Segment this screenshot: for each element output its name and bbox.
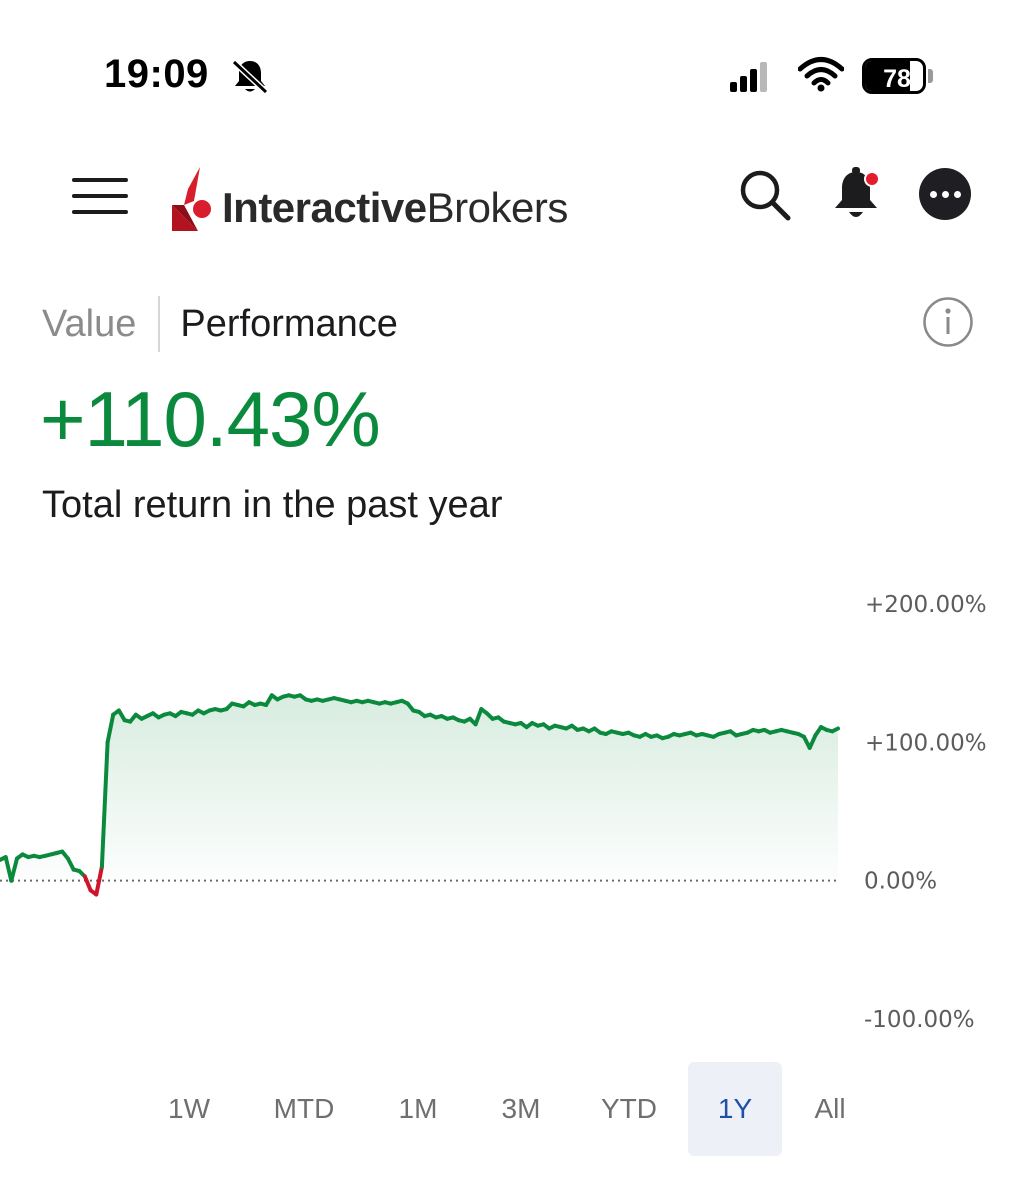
- performance-chart[interactable]: +200.00% +100.00% 0.00% -100.00%: [0, 560, 1018, 1050]
- more-options-button[interactable]: [919, 168, 971, 220]
- info-icon[interactable]: [922, 296, 974, 348]
- tab-value[interactable]: Value: [42, 303, 137, 345]
- search-icon[interactable]: [737, 167, 793, 223]
- series-segment: [65, 856, 76, 872]
- logo-text-bold: Interactive: [222, 184, 427, 231]
- status-bar: 19:09 78: [0, 0, 1018, 150]
- series-segment: [82, 874, 93, 893]
- series-segment: [807, 733, 818, 750]
- y-tick-label: +100.00%: [865, 730, 987, 756]
- series-segment: [830, 726, 840, 734]
- y-axis-labels: +200.00% +100.00% 0.00% -100.00%: [864, 592, 987, 1033]
- logo-wordmark: InteractiveBrokers: [222, 187, 568, 233]
- logo-text-thin: Brokers: [426, 184, 569, 231]
- dot-icon: [941, 190, 949, 198]
- period-1m[interactable]: 1M: [398, 1093, 438, 1124]
- wifi-icon: [798, 57, 844, 92]
- dot-icon: [953, 190, 961, 198]
- period-1y[interactable]: 1Y: [688, 1062, 782, 1156]
- period-3m[interactable]: 3M: [501, 1093, 541, 1124]
- cellular-signal-icon: [730, 62, 767, 92]
- series-segment: [105, 712, 116, 745]
- status-time: 19:09: [104, 52, 209, 96]
- dot-icon: [929, 190, 937, 198]
- battery-indicator: 78: [862, 58, 934, 94]
- area-fill: [0, 695, 838, 881]
- period-ytd[interactable]: YTD: [601, 1093, 657, 1124]
- y-tick-label: -100.00%: [864, 1007, 975, 1033]
- battery-fill: [865, 61, 911, 91]
- period-selector: 1W MTD 1M 3M YTD 1Y All: [0, 1062, 1018, 1158]
- series-segment: [94, 864, 104, 897]
- battery-body: 78: [862, 58, 926, 94]
- chart-area: [0, 695, 838, 881]
- menu-icon[interactable]: [70, 176, 130, 216]
- period-mtd[interactable]: MTD: [273, 1093, 335, 1124]
- battery-level: 78: [883, 65, 911, 93]
- tab-divider: [158, 296, 161, 352]
- period-1w[interactable]: 1W: [168, 1093, 210, 1124]
- tab-performance[interactable]: Performance: [180, 303, 398, 345]
- unread-dot: [866, 173, 878, 185]
- total-return-caption: Total return in the past year: [42, 484, 503, 526]
- y-tick-label: 0.00%: [864, 869, 937, 895]
- series-segment: [9, 856, 19, 883]
- period-all[interactable]: All: [814, 1093, 846, 1124]
- series-segment: [473, 707, 484, 727]
- battery-cap: [928, 69, 933, 83]
- bell-slash-icon: [231, 59, 269, 95]
- chart-line: [0, 693, 840, 897]
- y-tick-label: +200.00%: [865, 592, 987, 618]
- view-tabs: Value Performance: [42, 296, 398, 352]
- series-segment: [99, 740, 110, 869]
- interactive-brokers-logo: InteractiveBrokers: [172, 163, 568, 233]
- brand-mark-icon: [172, 167, 211, 231]
- notification-bell-icon[interactable]: [830, 164, 886, 224]
- total-return-value: +110.43%: [40, 375, 381, 463]
